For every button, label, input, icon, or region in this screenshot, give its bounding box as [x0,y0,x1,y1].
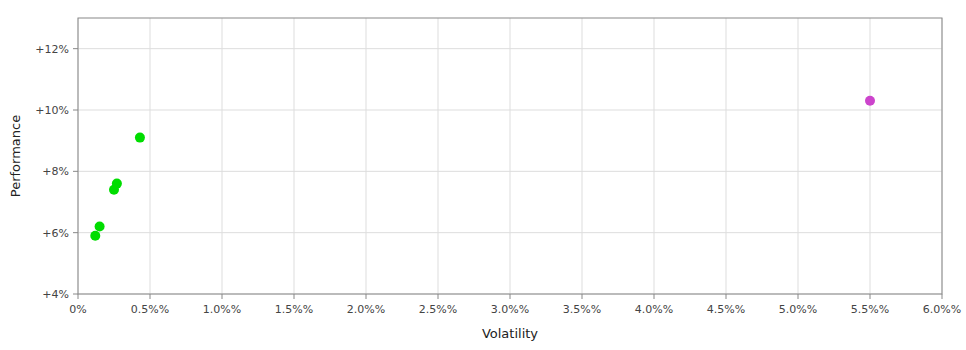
y-grid-line [78,232,942,233]
y-grid-line [78,48,942,49]
y-tick-label: +4% [42,288,69,301]
x-grid-line [222,18,223,294]
x-tick-label: 2.5%% [419,303,457,316]
y-tick [73,232,78,233]
y-axis-label: Performance [8,115,23,197]
axes: 0% 0.5%% 1.0%% 1.5%% 2.0%% 2.5%% 3.0%% 3.5%% 4.0… [35,18,961,316]
series [865,96,875,106]
x-grid-line [438,18,439,294]
plot-frame [78,18,942,294]
x-tick [726,294,727,299]
y-tick [73,48,78,49]
marks [90,96,875,241]
x-tick-label: 2.0%% [347,303,385,316]
y-tick [73,110,78,111]
x-tick [78,294,79,299]
x-tick [582,294,583,299]
scatter-point [90,231,100,241]
y-tick-label: +8% [42,165,69,178]
x-tick-label: 0% [69,303,86,316]
x-tick-label: 4.0%% [635,303,673,316]
x-tick [870,294,871,299]
y-grid-line [78,171,942,172]
scatter-point [135,133,145,143]
series [90,133,145,241]
x-grid-line [654,18,655,294]
x-tick [150,294,151,299]
y-tick [73,171,78,172]
plot-background [78,18,942,294]
x-tick [942,294,943,299]
y-tick-label: +12% [35,43,69,56]
y-tick [73,294,78,295]
x-tick-label: 4.5%% [707,303,745,316]
x-axis-label: Volatility [482,326,538,341]
x-tick-label: 5.5%% [851,303,889,316]
x-grid-line [726,18,727,294]
x-grid-line [366,18,367,294]
x-tick-label: 3.5%% [563,303,601,316]
x-grid-line [150,18,151,294]
x-tick [222,294,223,299]
y-tick-label: +6% [42,227,69,240]
x-tick [366,294,367,299]
y-tick-label: +10% [35,104,69,117]
x-tick [294,294,295,299]
x-grid-line [870,18,871,294]
x-tick-label: 5.0%% [779,303,817,316]
x-grid-line [294,18,295,294]
x-tick-label: 3.0%% [491,303,529,316]
y-grid-line [78,110,942,111]
scatter-point [95,222,105,232]
x-tick [510,294,511,299]
x-tick-label: 1.0%% [203,303,241,316]
x-tick [654,294,655,299]
x-grid-line [510,18,511,294]
scatter-point [109,185,119,195]
x-grid-line [582,18,583,294]
x-tick [438,294,439,299]
x-tick-label: 0.5%% [131,303,169,316]
x-tick-label: 6.0%% [923,303,961,316]
x-grid-line [798,18,799,294]
x-tick-label: 1.5%% [275,303,313,316]
chart-container: 0% 0.5%% 1.0%% 1.5%% 2.0%% 2.5%% 3.0%% 3.5%% 4.0… [0,0,966,350]
x-tick [798,294,799,299]
grid [78,18,942,294]
chart-svg: 0% 0.5%% 1.0%% 1.5%% 2.0%% 2.5%% 3.0%% 3.5%% 4.0… [0,0,966,350]
scatter-point [865,96,875,106]
